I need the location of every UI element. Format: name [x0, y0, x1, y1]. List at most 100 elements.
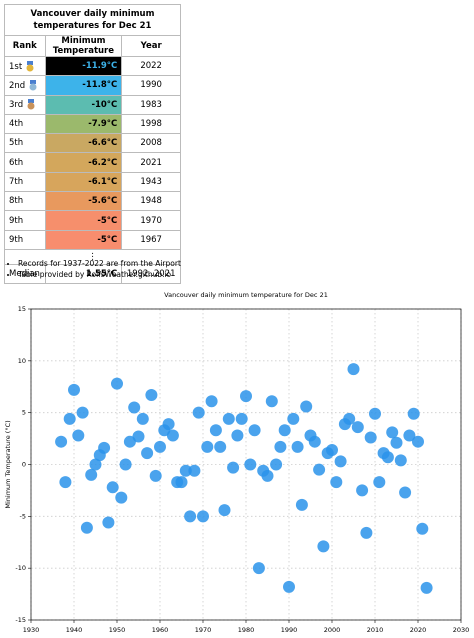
point	[287, 412, 300, 425]
point	[175, 476, 188, 489]
table-row: 5th -6.6°C 2008	[4, 133, 181, 154]
point	[119, 458, 132, 471]
x-tick-label: 1930	[23, 626, 40, 634]
point	[205, 395, 218, 408]
point	[128, 401, 141, 414]
records-table: Vancouver daily minimum temperatures for…	[4, 4, 181, 285]
rank-cell: 8th	[4, 191, 46, 212]
y-tick-label: -10	[15, 564, 26, 572]
y-tick-label: 15	[18, 305, 26, 313]
point	[240, 390, 252, 403]
point	[356, 484, 369, 497]
point	[214, 440, 227, 453]
note: Table provided by RolfsWeather.github.io	[18, 269, 181, 280]
y-tick-label: 5	[22, 409, 26, 417]
point	[106, 481, 119, 494]
temp-cell: -6.1°C	[44, 171, 123, 193]
chart-title: Vancouver daily minimum temperature for …	[164, 291, 328, 299]
rank: 7th	[9, 176, 24, 187]
table-row: 6th -6.2°C 2021	[4, 152, 181, 173]
x-tick-label: 2020	[410, 626, 427, 634]
x-tick-label: 1960	[152, 626, 169, 634]
y-tick-label: -5	[20, 512, 26, 520]
medal-icon	[26, 60, 34, 72]
point	[244, 458, 257, 471]
point	[334, 455, 347, 468]
year-cell: 1998	[121, 113, 181, 135]
temp-cell: -5.6°C	[44, 191, 123, 212]
point	[98, 441, 111, 454]
point	[85, 468, 98, 481]
note: Records for 1937-2022 are from the Airpo…	[18, 258, 181, 269]
point	[343, 412, 356, 425]
point	[68, 383, 80, 396]
point	[283, 580, 295, 593]
point	[347, 363, 360, 376]
point	[300, 400, 313, 413]
point	[162, 418, 175, 431]
point	[235, 412, 248, 425]
x-tick-label: 2000	[324, 626, 341, 634]
medal-ribbon	[30, 79, 37, 84]
point	[291, 440, 304, 453]
point	[145, 389, 158, 402]
table-row: 4th -7.9°C 1998	[4, 113, 181, 135]
point	[136, 412, 149, 425]
medal	[27, 102, 35, 110]
x-tick-label: 1990	[281, 626, 298, 634]
point	[188, 464, 201, 477]
medal	[26, 64, 34, 72]
point	[416, 522, 429, 535]
temp-cell: -11.8°C	[44, 75, 123, 96]
table-row: 8th -5.6°C 1948	[4, 191, 181, 212]
table-title: Vancouver daily minimum temperatures for…	[4, 4, 181, 36]
point	[261, 469, 274, 482]
point	[403, 429, 416, 442]
point	[102, 516, 115, 529]
rank: 9th	[9, 215, 24, 226]
point	[274, 440, 287, 453]
year-cell: 2022	[121, 55, 181, 77]
point	[154, 440, 166, 453]
x-tick-label: 1970	[195, 626, 212, 634]
y-tick-label: 0	[22, 461, 26, 469]
point	[141, 447, 154, 460]
rank-cell: 9th	[4, 229, 46, 250]
point	[412, 435, 424, 448]
point	[351, 421, 364, 434]
point	[364, 431, 377, 444]
chart: Vancouver daily minimum temperature for …	[4, 291, 470, 634]
point	[111, 377, 123, 390]
x-tick-label: 2030	[453, 626, 470, 634]
temp-cell: -7.9°C	[44, 113, 123, 135]
point	[89, 458, 102, 471]
point	[381, 451, 394, 464]
point	[386, 426, 399, 439]
x-tick-label: 2010	[367, 626, 384, 634]
x-tick-label: 1980	[238, 626, 255, 634]
year-cell: 1983	[121, 94, 181, 115]
col-header: Rank	[4, 35, 46, 57]
point	[201, 440, 214, 453]
rank-cell: 5th	[4, 133, 46, 154]
median-years: 1992..2021	[121, 263, 181, 285]
point	[76, 406, 89, 419]
point	[399, 486, 412, 499]
point	[394, 454, 407, 467]
temp-cell: -6.2°C	[44, 152, 123, 173]
rank-cell: 3rd	[4, 94, 46, 115]
temp-cell: -11.9°C	[44, 55, 123, 77]
point	[295, 498, 308, 511]
median-label: Median	[4, 263, 46, 285]
point	[55, 435, 68, 448]
col-header: Year	[121, 35, 181, 57]
col-header: Minimum Temperature	[44, 35, 123, 57]
temp-cell: -5°C	[44, 210, 123, 231]
rank: 4th	[9, 119, 24, 130]
point	[407, 407, 420, 420]
point	[149, 469, 162, 482]
point	[166, 429, 179, 442]
point	[248, 424, 261, 437]
table-row: 3rd -10°C 1983	[4, 94, 181, 115]
point	[209, 424, 222, 437]
